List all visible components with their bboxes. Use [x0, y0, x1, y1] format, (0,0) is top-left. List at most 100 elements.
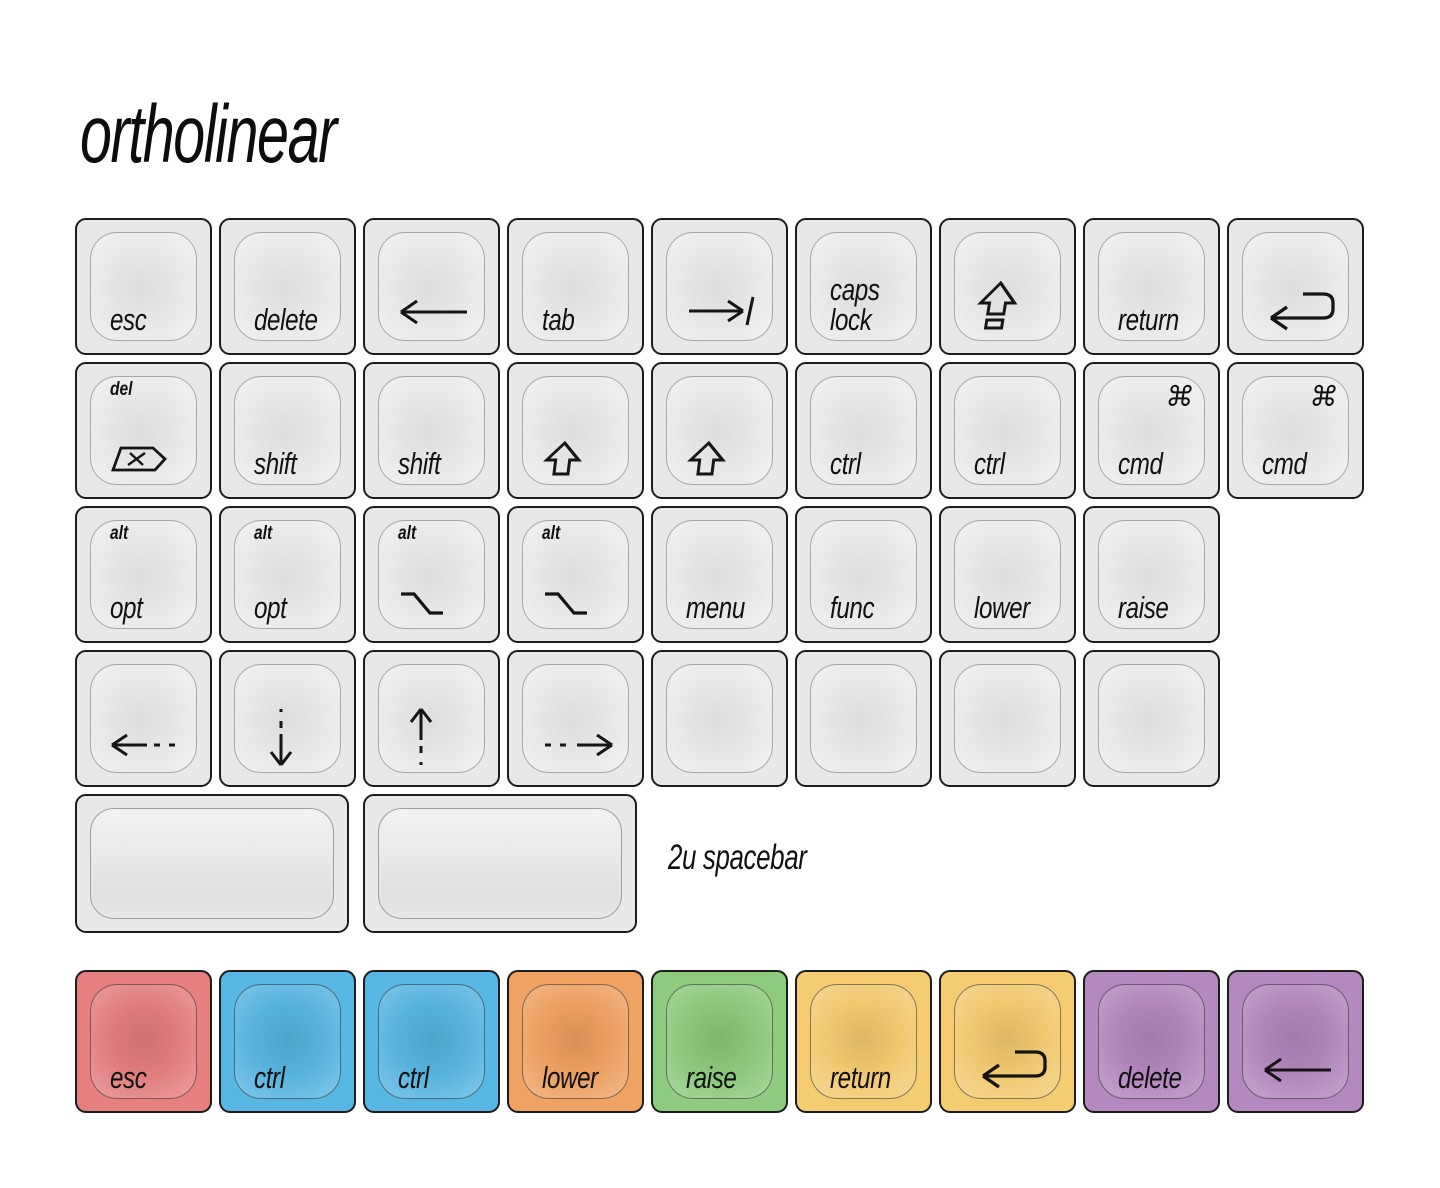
key-top-label: alt — [110, 523, 129, 544]
keytop-face — [378, 232, 485, 341]
page-title: ortholinear — [80, 89, 337, 180]
keytop-face — [666, 984, 773, 1099]
key-label: tab — [542, 302, 575, 338]
key-arrow-down[interactable] — [219, 650, 356, 787]
key-func[interactable]: func — [795, 506, 932, 643]
keytop-face — [1242, 376, 1349, 485]
key-cmd[interactable]: ⌘ cmd — [1227, 362, 1364, 499]
keytop-face — [90, 808, 334, 919]
key-label: esc — [110, 1060, 147, 1096]
shift-outline-icon — [685, 440, 729, 477]
keytop-face — [522, 376, 629, 485]
keytop-face — [90, 520, 197, 629]
keytop-face — [1098, 232, 1205, 341]
keytop-face — [90, 232, 197, 341]
key-esc[interactable]: esc — [75, 970, 212, 1113]
key-ctrl[interactable]: ctrl — [939, 362, 1076, 499]
key-del-forward[interactable]: del — [75, 362, 212, 499]
keytop-face — [954, 664, 1061, 773]
keytop-face — [378, 520, 485, 629]
key-opt[interactable]: alt opt — [219, 506, 356, 643]
key-blank[interactable] — [651, 650, 788, 787]
key-delete[interactable]: delete — [219, 218, 356, 355]
key-raise[interactable]: raise — [651, 970, 788, 1113]
key-arrow-left[interactable] — [75, 650, 212, 787]
keytop-face — [522, 664, 629, 773]
key-ctrl[interactable]: ctrl — [363, 970, 500, 1113]
key-opt[interactable]: alt opt — [75, 506, 212, 643]
keytop-face — [1098, 376, 1205, 485]
key-return-symbol[interactable] — [1227, 218, 1364, 355]
del-forward-icon — [109, 445, 169, 473]
key-top-label: alt — [398, 523, 417, 544]
key-arrow-up[interactable] — [363, 650, 500, 787]
keytop-face — [1098, 664, 1205, 773]
cmd-symbol-icon: ⌘ — [1163, 381, 1197, 412]
keytop-face — [1242, 984, 1349, 1099]
keytop-face — [522, 520, 629, 629]
keytop-face — [954, 232, 1061, 341]
key-blank[interactable] — [1083, 650, 1220, 787]
key-top-label: del — [110, 379, 133, 400]
keytop-face — [234, 984, 341, 1099]
key-return[interactable]: return — [795, 970, 932, 1113]
key-return[interactable]: return — [1083, 218, 1220, 355]
key-ctrl[interactable]: ctrl — [219, 970, 356, 1113]
key-blank[interactable] — [939, 650, 1076, 787]
keytop-face — [234, 520, 341, 629]
key-label: ctrl — [974, 446, 1005, 482]
arrow-up-dashed-icon — [407, 707, 435, 767]
key-arrow-right[interactable] — [507, 650, 644, 787]
keytop-face — [666, 376, 773, 485]
key-lower[interactable]: lower — [939, 506, 1076, 643]
key-label: shift — [254, 446, 297, 482]
key-opt-symbol[interactable]: alt — [507, 506, 644, 643]
tab-right-icon — [687, 295, 759, 327]
keytop-face — [522, 984, 629, 1099]
key-menu[interactable]: menu — [651, 506, 788, 643]
key-return-symbol[interactable] — [939, 970, 1076, 1113]
key-label: shift — [398, 446, 441, 482]
key-label: opt — [110, 590, 143, 626]
key-label: return — [1118, 302, 1179, 338]
key-shift[interactable]: shift — [219, 362, 356, 499]
keytop-face — [234, 232, 341, 341]
key-label: raise — [1118, 590, 1169, 626]
key-esc[interactable]: esc — [75, 218, 212, 355]
shift-outline-icon — [541, 440, 585, 477]
key-caps-lock[interactable]: caps lock — [795, 218, 932, 355]
keytop-face — [378, 664, 485, 773]
key-shift[interactable]: shift — [363, 362, 500, 499]
keytop-face — [666, 520, 773, 629]
key-label: lower — [974, 590, 1030, 626]
key-spacebar[interactable] — [363, 794, 637, 933]
keytop-face — [666, 232, 773, 341]
keytop-face — [810, 984, 917, 1099]
key-shift-symbol[interactable] — [507, 362, 644, 499]
key-label: ctrl — [398, 1060, 429, 1096]
arrow-left-dashed-icon — [107, 733, 183, 757]
key-tab[interactable]: tab — [507, 218, 644, 355]
key-blank[interactable] — [795, 650, 932, 787]
key-caps-lock-symbol[interactable] — [939, 218, 1076, 355]
key-opt-symbol[interactable]: alt — [363, 506, 500, 643]
key-raise[interactable]: raise — [1083, 506, 1220, 643]
key-lower[interactable]: lower — [507, 970, 644, 1113]
key-label: cmd — [1118, 446, 1163, 482]
keytop-face — [90, 984, 197, 1099]
keytop-face — [810, 376, 917, 485]
key-shift-symbol[interactable] — [651, 362, 788, 499]
keytop-face — [810, 232, 917, 341]
key-ctrl[interactable]: ctrl — [795, 362, 932, 499]
keytop-face — [234, 376, 341, 485]
key-top-label: alt — [542, 523, 561, 544]
key-spacebar[interactable] — [75, 794, 349, 933]
cmd-symbol-icon: ⌘ — [1307, 381, 1341, 412]
key-label: esc — [110, 302, 147, 338]
key-delete[interactable]: delete — [1083, 970, 1220, 1113]
key-backspace[interactable] — [363, 218, 500, 355]
key-tab-symbol[interactable] — [651, 218, 788, 355]
key-backspace[interactable] — [1227, 970, 1364, 1113]
key-cmd[interactable]: ⌘ cmd — [1083, 362, 1220, 499]
